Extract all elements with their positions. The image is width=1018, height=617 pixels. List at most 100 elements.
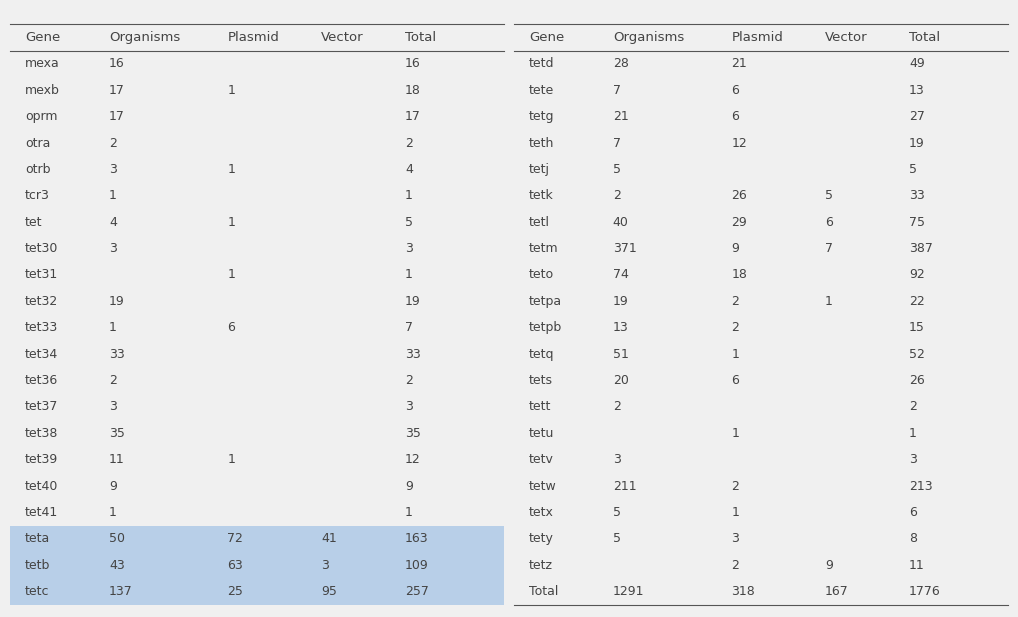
Text: 16: 16	[109, 57, 124, 70]
Text: 5: 5	[909, 163, 917, 176]
Bar	[10, 552, 504, 578]
Text: 387: 387	[909, 242, 932, 255]
Text: 3: 3	[109, 163, 117, 176]
Text: 8: 8	[909, 532, 917, 545]
Text: Total: Total	[405, 31, 437, 44]
Text: 1: 1	[227, 268, 235, 281]
Text: 1: 1	[405, 189, 413, 202]
Text: 5: 5	[613, 532, 621, 545]
Text: 33: 33	[109, 347, 124, 360]
Text: tet40: tet40	[25, 479, 58, 492]
Text: Total: Total	[909, 31, 941, 44]
Text: 1776: 1776	[909, 585, 941, 598]
Text: 74: 74	[613, 268, 629, 281]
Text: 35: 35	[405, 427, 421, 440]
Text: 5: 5	[613, 506, 621, 519]
Text: 1: 1	[731, 506, 739, 519]
Text: 2: 2	[731, 295, 739, 308]
Text: 109: 109	[405, 559, 429, 572]
Text: 95: 95	[322, 585, 337, 598]
Text: 50: 50	[109, 532, 125, 545]
Text: 15: 15	[909, 321, 925, 334]
Text: 19: 19	[613, 295, 628, 308]
Text: 17: 17	[109, 110, 125, 123]
Text: tetpa: tetpa	[529, 295, 562, 308]
Text: tetj: tetj	[529, 163, 550, 176]
Text: 19: 19	[405, 295, 420, 308]
Text: tetb: tetb	[25, 559, 50, 572]
Text: otra: otra	[25, 136, 50, 149]
Text: tet36: tet36	[25, 374, 58, 387]
Text: 40: 40	[613, 216, 629, 229]
Text: 6: 6	[227, 321, 235, 334]
Text: 211: 211	[613, 479, 636, 492]
Text: tet33: tet33	[25, 321, 58, 334]
Text: 12: 12	[731, 136, 747, 149]
Text: 257: 257	[405, 585, 429, 598]
Text: 3: 3	[322, 559, 329, 572]
Text: 5: 5	[405, 216, 413, 229]
Text: 21: 21	[731, 57, 747, 70]
Text: Organisms: Organisms	[109, 31, 180, 44]
Text: 20: 20	[613, 374, 629, 387]
Text: 16: 16	[405, 57, 420, 70]
Text: Organisms: Organisms	[613, 31, 684, 44]
Text: 2: 2	[731, 479, 739, 492]
Text: 3: 3	[909, 453, 917, 466]
Text: 1: 1	[826, 295, 833, 308]
Text: teto: teto	[529, 268, 554, 281]
Text: 371: 371	[613, 242, 636, 255]
Text: tetpb: tetpb	[529, 321, 562, 334]
Text: 7: 7	[613, 136, 621, 149]
Text: 13: 13	[909, 84, 924, 97]
Text: 29: 29	[731, 216, 747, 229]
Text: 11: 11	[909, 559, 924, 572]
Text: 5: 5	[826, 189, 833, 202]
Text: mexa: mexa	[25, 57, 60, 70]
Text: tetc: tetc	[25, 585, 50, 598]
Text: Gene: Gene	[529, 31, 564, 44]
Text: 1291: 1291	[613, 585, 644, 598]
Text: 26: 26	[909, 374, 924, 387]
Text: tet30: tet30	[25, 242, 58, 255]
Text: 19: 19	[109, 295, 124, 308]
Text: 137: 137	[109, 585, 132, 598]
Text: 6: 6	[826, 216, 833, 229]
Text: tett: tett	[529, 400, 552, 413]
Text: Total: Total	[529, 585, 558, 598]
Text: 7: 7	[613, 84, 621, 97]
Text: 318: 318	[731, 585, 755, 598]
Text: tet32: tet32	[25, 295, 58, 308]
Text: mexb: mexb	[25, 84, 60, 97]
Text: 1: 1	[109, 189, 117, 202]
Text: 1: 1	[731, 427, 739, 440]
Text: 19: 19	[909, 136, 924, 149]
Text: 6: 6	[909, 506, 917, 519]
Text: 92: 92	[909, 268, 924, 281]
Text: 3: 3	[405, 400, 413, 413]
Text: 18: 18	[405, 84, 421, 97]
Text: 9: 9	[731, 242, 739, 255]
Text: oprm: oprm	[25, 110, 57, 123]
Text: 6: 6	[731, 110, 739, 123]
Text: 12: 12	[405, 453, 420, 466]
Text: 4: 4	[405, 163, 413, 176]
Text: 17: 17	[109, 84, 125, 97]
Text: tet: tet	[25, 216, 43, 229]
Text: 1: 1	[227, 163, 235, 176]
Text: tetg: tetg	[529, 110, 555, 123]
Text: 6: 6	[731, 374, 739, 387]
Text: Vector: Vector	[322, 31, 363, 44]
Text: Gene: Gene	[25, 31, 60, 44]
Text: tet39: tet39	[25, 453, 58, 466]
Text: 3: 3	[109, 242, 117, 255]
Text: 6: 6	[731, 84, 739, 97]
Text: 9: 9	[826, 559, 833, 572]
Text: tet41: tet41	[25, 506, 58, 519]
Text: 18: 18	[731, 268, 747, 281]
Text: tetz: tetz	[529, 559, 553, 572]
Text: tetq: tetq	[529, 347, 555, 360]
Text: 3: 3	[613, 453, 621, 466]
Text: tet34: tet34	[25, 347, 58, 360]
Text: 2: 2	[909, 400, 917, 413]
